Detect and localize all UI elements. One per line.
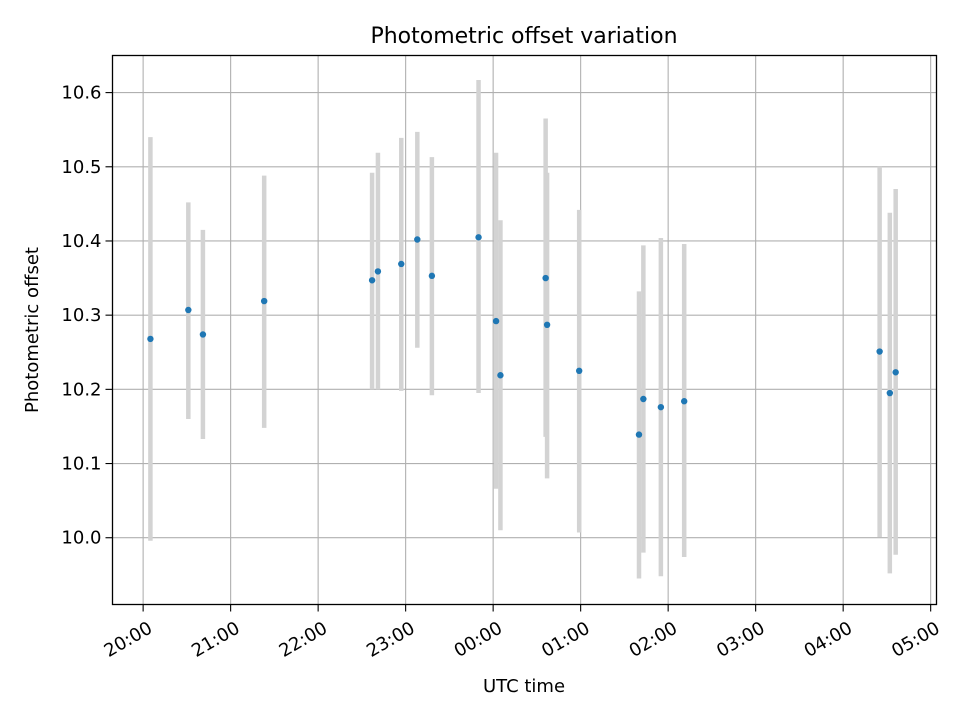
- data-point: [374, 268, 382, 275]
- plot-frame: [111, 54, 938, 606]
- data-points: [147, 234, 899, 438]
- data-point: [543, 321, 551, 329]
- data-point: [185, 306, 192, 314]
- data-point: [398, 260, 405, 268]
- data-point: [886, 389, 894, 397]
- x-axis-label: UTC time: [483, 676, 565, 697]
- data-point: [260, 297, 268, 305]
- data-point: [575, 367, 583, 375]
- data-point: [199, 331, 207, 338]
- data-point: [497, 372, 504, 379]
- y-axis-label: Photometric offset: [22, 247, 43, 413]
- data-point: [542, 274, 549, 282]
- y-tick-label: 10.5: [61, 157, 101, 178]
- chart-title: Photometric offset variation: [370, 24, 677, 49]
- data-point: [414, 236, 421, 243]
- data-point: [635, 431, 643, 438]
- y-tick-label: 10.2: [61, 379, 101, 400]
- data-point: [368, 277, 376, 284]
- y-tick-label: 10.4: [61, 231, 101, 252]
- data-point: [640, 395, 647, 403]
- data-point: [475, 234, 482, 241]
- y-axis-ticks: 10.0 10.1 10.2 10.3 10.4 10.5 10.6: [61, 83, 113, 549]
- y-tick-label: 10.0: [61, 528, 101, 549]
- data-point: [492, 317, 500, 325]
- y-tick-label: 10.6: [61, 83, 101, 104]
- y-tick-label: 10.1: [61, 454, 101, 475]
- data-point: [876, 348, 883, 355]
- data-point: [657, 403, 665, 411]
- data-point: [680, 398, 688, 405]
- data-point: [428, 272, 436, 280]
- grid-lines: [112, 55, 937, 605]
- y-tick-label: 10.3: [61, 305, 101, 326]
- data-point: [892, 369, 899, 376]
- data-point: [147, 335, 154, 343]
